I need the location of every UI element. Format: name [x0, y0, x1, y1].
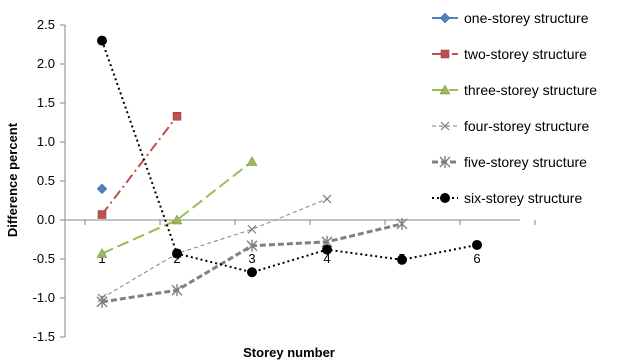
y-tick-label: -1.0 — [33, 290, 55, 305]
series-line-6 — [101, 40, 478, 274]
data-point-series-5 — [171, 284, 183, 297]
data-point-series-5 — [246, 239, 258, 252]
x-tick-label: 4 — [323, 251, 330, 266]
data-point-series-4 — [247, 224, 257, 234]
x-axis-title: Storey number — [243, 345, 335, 360]
series-line-3 — [101, 160, 253, 255]
legend-label: three-storey structure — [464, 82, 597, 98]
y-tick-label: 0.5 — [37, 173, 55, 188]
legend-label: four-storey structure — [464, 118, 589, 134]
y-tick-label: -1.5 — [33, 329, 55, 344]
legend-swatch-marker — [439, 12, 451, 24]
data-point-series-6 — [97, 35, 107, 46]
legend-swatch-marker — [439, 84, 451, 95]
legend-swatch-marker — [440, 193, 450, 203]
x-tick-label: 6 — [473, 251, 480, 266]
x-tick-label: 3 — [248, 251, 255, 266]
legend-swatch-marker — [440, 121, 450, 131]
y-axis-title: Difference percent — [5, 122, 20, 237]
series-line-4 — [101, 198, 328, 299]
data-point-series-3 — [96, 248, 108, 258]
data-point-series-1 — [96, 183, 108, 195]
plot-area: 2.52.01.51.00.50.0-0.5-1.0-1.5123456 — [33, 17, 536, 344]
data-point-series-6 — [322, 244, 332, 255]
data-point-series-6 — [397, 254, 407, 265]
y-tick-label: 2.0 — [37, 56, 55, 71]
y-tick-label: 1.5 — [37, 95, 55, 110]
data-point-series-2 — [97, 210, 107, 219]
legend-label: five-storey structure — [464, 154, 587, 170]
data-point-series-5 — [396, 217, 408, 230]
y-tick-label: 1.0 — [37, 134, 55, 149]
y-tick-label: 0.0 — [37, 212, 55, 227]
legend-label: one-storey structure — [464, 10, 589, 26]
data-point-series-4 — [322, 194, 332, 204]
series-line-2 — [101, 115, 178, 216]
data-point-series-6 — [247, 267, 257, 278]
data-point-series-2 — [172, 112, 182, 121]
data-point-series-6 — [172, 248, 182, 259]
y-tick-label: 2.5 — [37, 17, 55, 32]
data-point-series-5 — [96, 295, 108, 308]
data-point-series-4-stroke — [247, 224, 257, 234]
legend-label: six-storey structure — [464, 190, 582, 206]
y-tick-label: -0.5 — [33, 251, 55, 266]
data-point-series-3 — [171, 214, 183, 225]
legend-swatch-marker — [439, 156, 451, 168]
legend: one-storey structure two-storey structure… — [432, 10, 597, 206]
legend-label: two-storey structure — [464, 46, 587, 62]
x-tick-label: 1 — [98, 251, 105, 266]
data-point-series-4-stroke — [322, 194, 332, 204]
legend-swatch-marker-stroke — [440, 121, 450, 131]
data-point-series-3 — [246, 155, 258, 166]
legend-swatch-marker — [440, 49, 450, 59]
data-point-series-6 — [472, 239, 482, 250]
